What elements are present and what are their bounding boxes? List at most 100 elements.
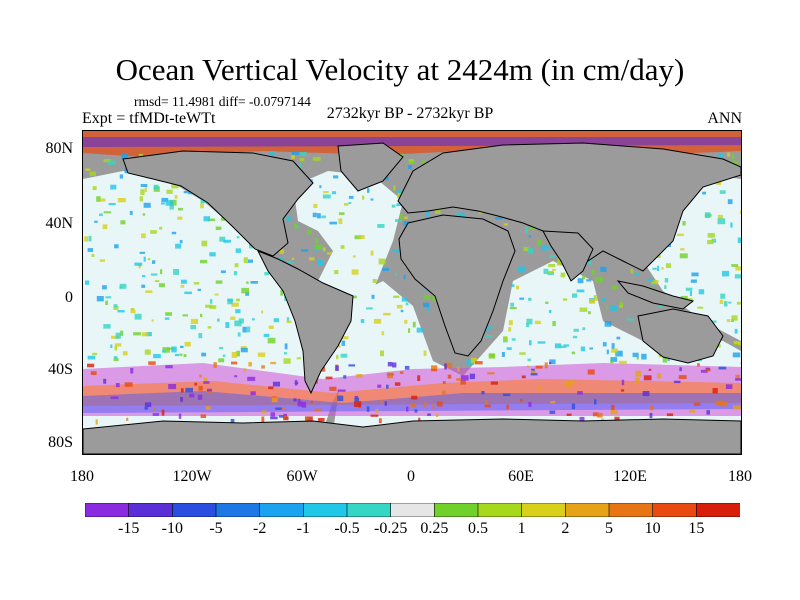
velocity-speckle [117,310,125,313]
velocity-speckle [161,197,169,202]
velocity-speckle [203,381,210,384]
velocity-speckle [272,381,280,387]
velocity-speckle [284,343,288,350]
velocity-speckle [571,351,575,355]
velocity-speckle [326,252,332,255]
velocity-speckle [403,216,408,219]
velocity-speckle [145,290,153,293]
velocity-speckle [643,375,652,381]
velocity-speckle [525,226,529,233]
velocity-speckle [651,283,655,286]
velocity-speckle [92,352,98,356]
velocity-speckle [312,212,317,218]
map-panel [82,130,742,455]
velocity-speckle [712,388,718,394]
velocity-speckle [442,381,446,384]
velocity-speckle [85,280,90,285]
velocity-speckle [718,153,723,158]
velocity-speckle [460,380,466,385]
velocity-speckle [666,263,671,268]
velocity-speckle [230,418,235,424]
velocity-speckle [158,283,165,288]
velocity-speckle [650,405,654,411]
velocity-speckle [720,293,726,299]
velocity-speckle [147,258,151,261]
velocity-speckle [634,377,640,384]
velocity-speckle [602,342,607,347]
velocity-speckle [719,299,723,304]
velocity-speckle [200,414,207,418]
velocity-speckle [727,152,730,157]
velocity-speckle [283,413,287,417]
velocity-speckle [338,212,345,215]
velocity-speckle [544,362,548,369]
velocity-speckle [508,320,513,326]
velocity-speckle [335,365,339,371]
velocity-speckle [577,278,584,284]
velocity-speckle [517,266,526,273]
velocity-speckle [501,352,505,357]
velocity-speckle [432,403,435,410]
velocity-speckle [649,413,653,419]
velocity-speckle [616,336,621,340]
velocity-speckle [564,381,572,388]
velocity-speckle [384,401,387,406]
velocity-speckle [214,293,219,296]
velocity-speckle [380,399,383,404]
velocity-speckle [338,218,343,225]
velocity-speckle [444,363,447,370]
velocity-speckle [309,257,315,261]
velocity-speckle [530,370,536,376]
velocity-speckle [261,410,267,414]
velocity-speckle [490,381,498,385]
velocity-speckle [313,203,318,208]
velocity-speckle [432,295,439,302]
velocity-speckle [215,226,222,230]
velocity-speckle [725,384,733,389]
velocity-speckle [144,402,152,407]
velocity-speckle [595,276,603,283]
velocity-speckle [475,361,483,365]
velocity-speckle [679,367,682,372]
velocity-speckle [271,397,278,403]
velocity-speckle [527,365,530,368]
velocity-speckle [161,409,165,416]
velocity-speckle [269,151,275,156]
velocity-speckle [635,370,642,377]
velocity-speckle [113,356,118,359]
velocity-speckle [529,340,532,346]
velocity-speckle [165,200,174,206]
velocity-speckle [534,320,541,325]
velocity-speckle [301,249,309,252]
velocity-speckle [427,413,431,416]
velocity-speckle [179,239,183,244]
velocity-speckle [331,191,337,195]
velocity-speckle [370,414,379,417]
colorbar-swatch [85,503,130,517]
velocity-speckle [586,279,592,282]
velocity-speckle [197,394,203,400]
velocity-speckle [435,208,441,214]
map-title: Ocean Vertical Velocity at 2424m (in cm/… [115,52,685,87]
velocity-speckle [180,397,183,402]
colorbar-swatch [259,503,305,517]
velocity-speckle [615,350,623,357]
velocity-speckle [94,220,98,223]
velocity-speckle [727,199,733,205]
velocity-speckle [236,236,240,239]
velocity-speckle [661,267,664,270]
velocity-speckle [209,305,217,309]
velocity-speckle [541,245,549,251]
velocity-speckle [548,255,556,258]
velocity-speckle [485,400,489,405]
velocity-speckle [140,184,148,187]
velocity-speckle [297,398,301,403]
lon-label-180w: 180 [70,468,94,485]
velocity-speckle [726,319,731,323]
velocity-speckle [707,240,714,245]
velocity-speckle [268,386,274,390]
velocity-speckle [423,350,427,356]
velocity-speckle [485,335,492,338]
velocity-speckle [707,233,715,238]
velocity-speckle [538,385,541,391]
